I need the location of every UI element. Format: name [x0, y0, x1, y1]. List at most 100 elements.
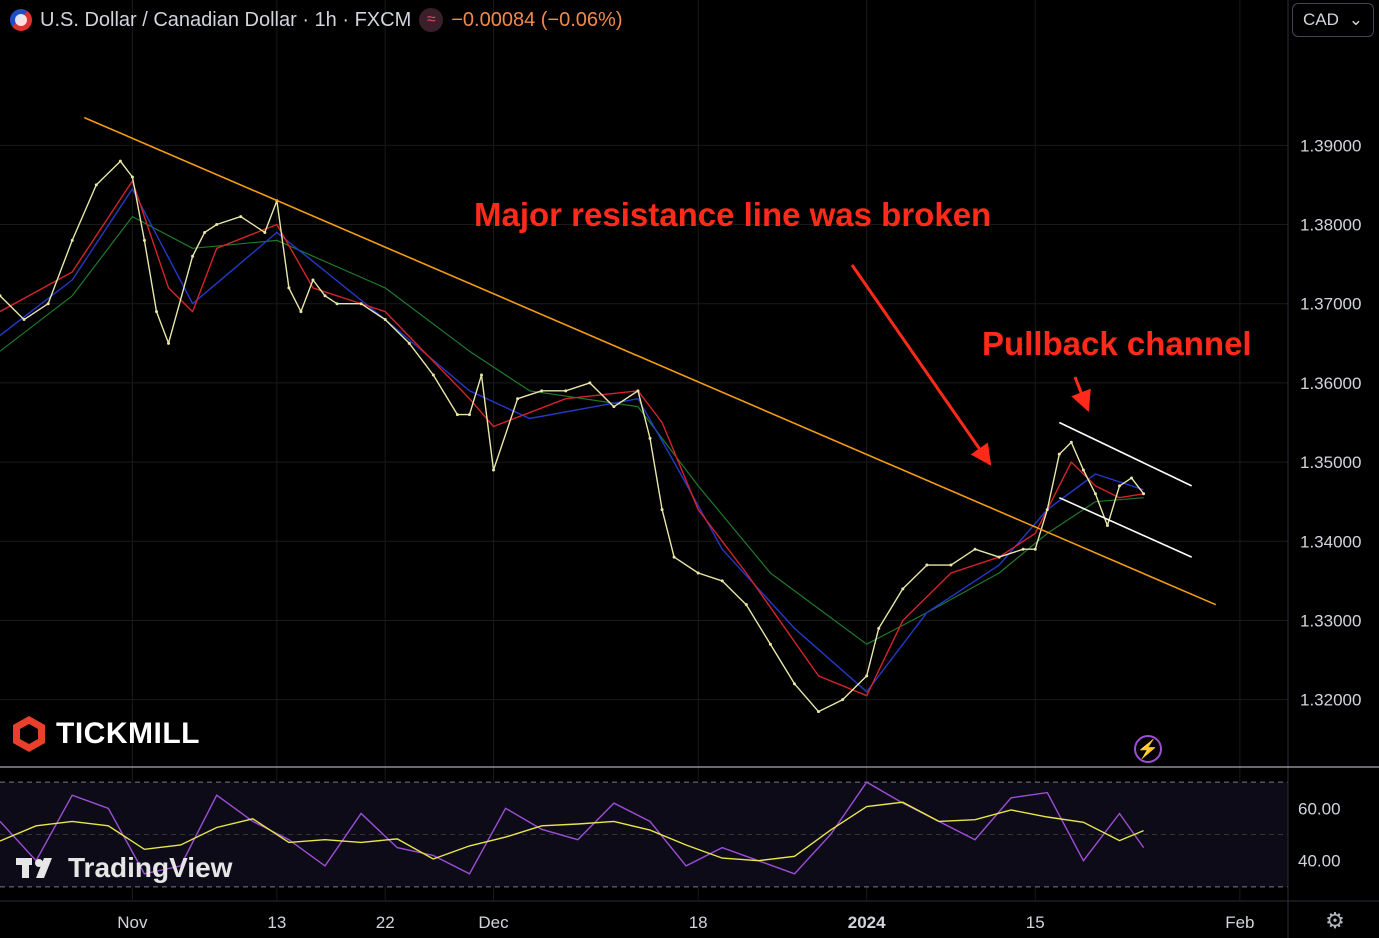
price-point	[672, 555, 676, 559]
price-point	[841, 698, 845, 702]
price-point	[46, 302, 50, 306]
price-point	[949, 563, 953, 567]
price-point	[1081, 468, 1085, 472]
indicator-icon[interactable]: ≈	[419, 8, 444, 32]
series-channel-upper	[1058, 421, 1193, 487]
price-point	[359, 302, 363, 306]
price-point	[335, 302, 339, 306]
price-point	[167, 341, 171, 345]
y-tick-label: 1.34000	[1300, 532, 1361, 551]
price-point	[720, 579, 724, 583]
platform-name: TradingView	[68, 852, 233, 883]
price-point	[299, 310, 303, 314]
y-tick-label: 1.32000	[1300, 691, 1361, 710]
price-point	[118, 159, 122, 163]
price-point	[660, 508, 664, 512]
annotation-resistance: Major resistance line was broken	[474, 196, 992, 233]
chart-header: U.S. Dollar / Canadian Dollar · 1h · FXC…	[10, 6, 622, 34]
price-point	[636, 389, 640, 393]
price-point	[215, 223, 219, 227]
us-ca-flag-icon	[10, 9, 32, 31]
price-point	[154, 310, 158, 314]
x-tick-label: Dec	[478, 913, 509, 932]
gear-icon[interactable]: ⚙	[1325, 908, 1345, 933]
x-tick-label: 22	[376, 913, 395, 932]
price-point	[1021, 547, 1025, 551]
price-point	[311, 278, 315, 282]
chevron-down-icon: ⌄	[1348, 10, 1363, 29]
price-point	[203, 230, 207, 234]
price-point	[516, 397, 520, 401]
price-series-group	[0, 116, 1217, 714]
price-point	[865, 674, 869, 678]
price-point	[70, 238, 74, 242]
channel-arrow	[1071, 376, 1091, 412]
price-point	[792, 682, 796, 686]
price-point	[22, 318, 26, 322]
rsi-line	[0, 781, 1145, 875]
y-tick-label: 1.38000	[1300, 216, 1361, 235]
annotation-channel: Pullback channel	[982, 325, 1252, 362]
grid-lines	[0, 0, 1288, 900]
symbol-title[interactable]: U.S. Dollar / Canadian Dollar · 1h · FXC…	[40, 8, 412, 31]
price-point	[817, 710, 821, 714]
x-tick-label: 2024	[848, 913, 886, 932]
price-point	[383, 318, 387, 322]
price-point	[612, 405, 616, 409]
y-tick-label: 1.37000	[1300, 295, 1361, 314]
series-ma-slow	[0, 216, 1144, 645]
price-point	[1130, 476, 1134, 480]
rsi-signal-line	[0, 801, 1144, 862]
x-tick-label: 18	[689, 913, 708, 932]
y-tick-label: 1.36000	[1300, 374, 1361, 393]
price-point	[407, 341, 411, 345]
price-point	[287, 286, 291, 290]
series-channel-lower	[1058, 496, 1193, 558]
y-tick-label: 1.35000	[1300, 453, 1361, 472]
x-tick-label: Feb	[1225, 913, 1254, 932]
price-point	[94, 183, 98, 187]
series-ma-fast	[0, 180, 1144, 697]
price-point	[877, 626, 881, 630]
lightning-icon[interactable]: ⚡	[1134, 735, 1162, 763]
x-tick-label: 13	[267, 913, 286, 932]
price-point	[191, 254, 195, 258]
price-point	[997, 555, 1001, 559]
price-point	[431, 373, 435, 377]
price-point	[696, 571, 700, 575]
broker-logo: TICKMILL	[10, 714, 200, 754]
price-point	[467, 413, 471, 417]
price-point	[768, 642, 772, 646]
broker-name: TICKMILL	[56, 717, 200, 750]
price-change: −0.00084 (−0.06%)	[451, 8, 623, 31]
rsi-series-group	[0, 781, 1145, 875]
price-point	[263, 230, 267, 234]
price-point	[1069, 440, 1073, 444]
tradingview-logo-icon	[16, 858, 52, 878]
price-point	[479, 373, 483, 377]
price-point	[1142, 492, 1146, 496]
rsi-tick-label: 40.00	[1298, 852, 1341, 871]
currency-select[interactable]: CAD ⌄	[1292, 3, 1374, 37]
resistance-arrow	[850, 264, 992, 466]
price-point	[142, 238, 146, 242]
price-point	[901, 587, 905, 591]
price-point	[130, 175, 134, 179]
price-point	[1105, 523, 1109, 527]
price-point	[648, 436, 652, 440]
x-tick-label: Nov	[117, 913, 148, 932]
price-point	[1045, 508, 1049, 512]
rsi-tick-label: 60.00	[1298, 799, 1341, 818]
price-point	[564, 389, 568, 393]
price-point	[0, 294, 2, 298]
series-trendline	[83, 116, 1217, 606]
series-ma-mid	[0, 188, 1144, 693]
price-point	[744, 603, 748, 607]
price-point	[1093, 492, 1097, 496]
price-point	[925, 563, 929, 567]
tradingview-logo: TradingView	[14, 852, 232, 884]
x-tick-label: 15	[1026, 913, 1045, 932]
price-point	[492, 468, 496, 472]
